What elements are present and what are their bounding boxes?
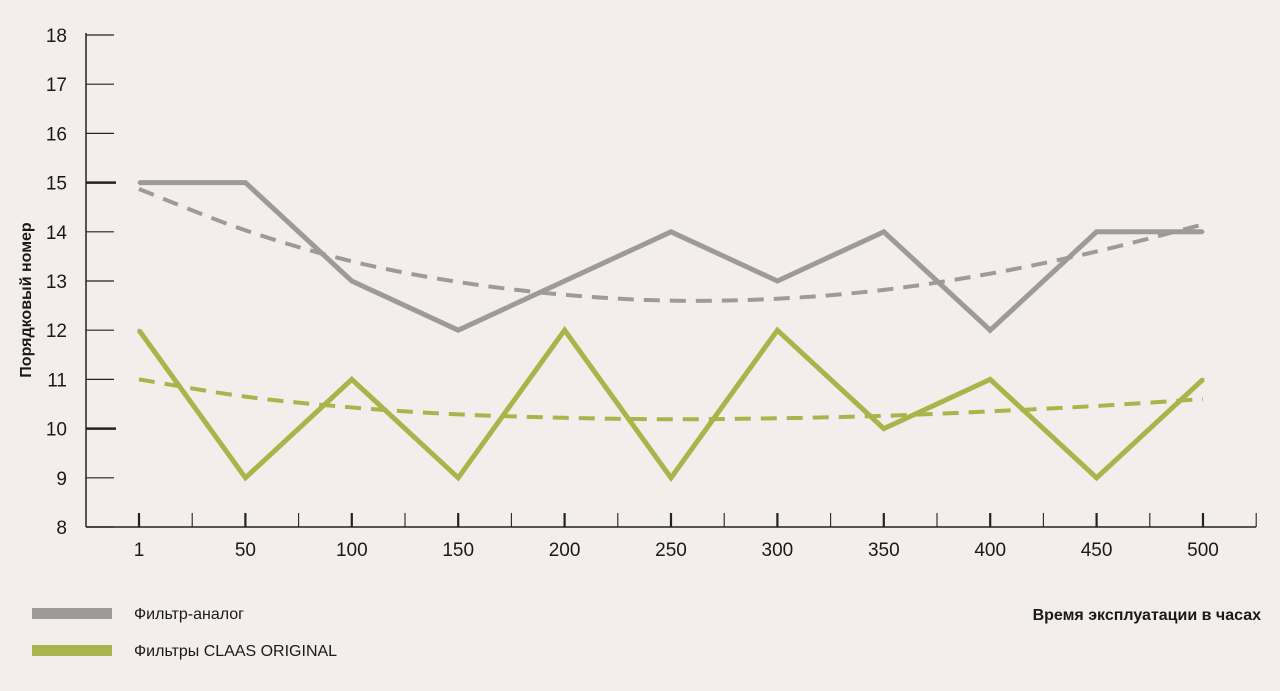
data-point	[1095, 476, 1099, 480]
data-point	[1095, 230, 1099, 234]
axes	[85, 33, 1257, 528]
data-point	[882, 427, 886, 431]
y-axis-title: Порядковый номер	[18, 222, 35, 378]
legend: Фильтр-аналог Фильтры CLAAS ORIGINAL	[32, 606, 337, 660]
data-point	[137, 328, 141, 332]
data-point	[882, 230, 886, 234]
x-tick-label: 450	[1081, 540, 1113, 561]
data-point	[988, 328, 992, 332]
x-tick-label: 150	[442, 540, 474, 561]
trend-line-1	[138, 377, 1204, 422]
data-point	[243, 181, 247, 185]
data-point	[563, 328, 567, 332]
legend-label-claas: Фильтры CLAAS ORIGINAL	[134, 643, 337, 660]
data-point	[456, 476, 460, 480]
y-tick-label: 14	[46, 223, 68, 244]
data-point	[669, 476, 673, 480]
trend-lines	[138, 187, 1204, 422]
y-tick-label: 12	[46, 321, 67, 342]
y-tick-label: 18	[46, 26, 67, 47]
y-tick-label: 10	[46, 420, 67, 441]
y-tick-label: 9	[56, 469, 67, 490]
data-point	[775, 279, 779, 283]
data-point	[988, 377, 992, 381]
data-point	[1201, 230, 1205, 234]
series-line-0	[139, 180, 1203, 334]
y-tick-label: 8	[56, 518, 67, 539]
y-tick-label: 17	[46, 75, 67, 96]
x-tick-label: 500	[1187, 540, 1219, 561]
data-point	[350, 377, 354, 381]
data-point	[137, 181, 141, 185]
data-point	[563, 279, 567, 283]
x-tick-label: 50	[235, 540, 256, 561]
y-tick-label: 16	[46, 124, 67, 145]
y-tick-label: 11	[47, 370, 67, 391]
data-point	[456, 328, 460, 332]
data-point	[1201, 377, 1205, 381]
data-point	[775, 328, 779, 332]
x-tick-label: 100	[336, 540, 368, 561]
y-tick-label: 15	[46, 174, 67, 195]
x-axis-title: Время эксплуатации в часах	[1033, 607, 1262, 624]
x-tick-label: 350	[868, 540, 900, 561]
x-tick-label: 1	[134, 540, 145, 561]
data-point	[350, 279, 354, 283]
legend-swatch-analog	[32, 608, 112, 619]
y-tick-label: 13	[46, 272, 67, 293]
x-tick-label: 300	[762, 540, 794, 561]
x-tick-label: 200	[549, 540, 581, 561]
series-lines	[136, 180, 1205, 483]
x-tick-label: 250	[655, 540, 687, 561]
legend-label-analog: Фильтр-аналог	[134, 606, 244, 623]
x-tick-label: 400	[974, 540, 1006, 561]
data-point	[669, 230, 673, 234]
legend-swatch-claas	[32, 645, 112, 656]
data-point	[243, 476, 247, 480]
